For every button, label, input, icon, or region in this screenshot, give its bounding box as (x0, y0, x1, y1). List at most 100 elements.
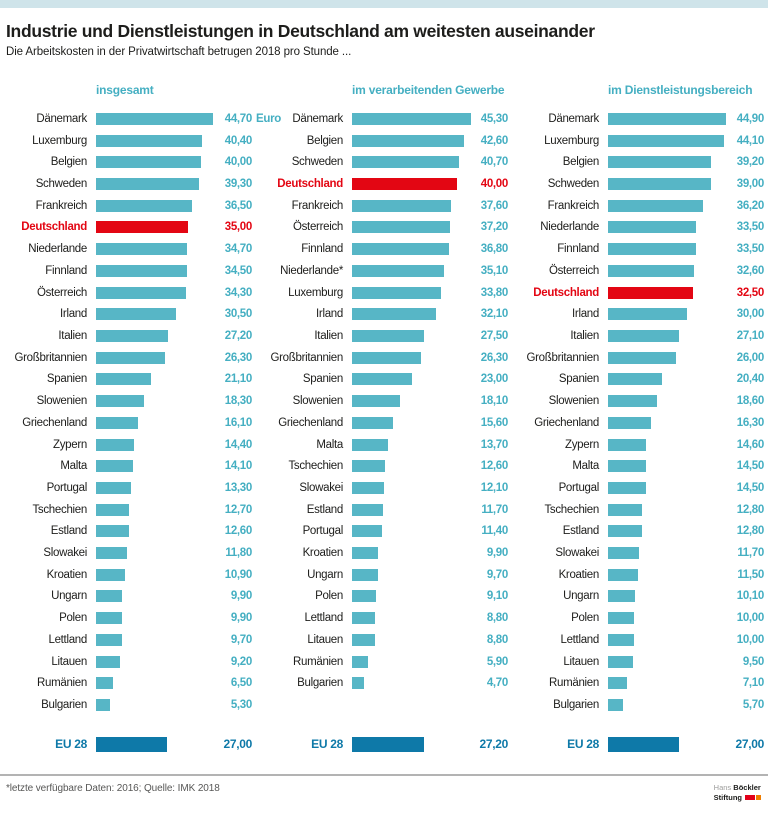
bar-track (608, 698, 730, 711)
bar-track (608, 286, 730, 299)
panel-rows: Dänemark 44,90 Luxemburg 44,10 Belgien 39,20 S… (512, 108, 768, 716)
value-bar (352, 264, 445, 277)
value-label: 9,90 (230, 612, 252, 625)
bar-track (96, 112, 218, 125)
country-label: Tschechien (544, 503, 599, 516)
hans-boeckler-stiftung-logo: Hans Böckler Stiftung (714, 783, 761, 803)
value-bar (608, 243, 696, 256)
panel: im Dienstleistungsbereich Dänemark 44,90 L… (512, 83, 768, 755)
value-label: 39,00 (736, 178, 765, 191)
bar-track (352, 286, 474, 299)
bar-row: Spanien 21,10 (0, 369, 256, 391)
value-label: 30,50 (224, 308, 253, 321)
value-label: 18,10 (480, 395, 509, 408)
value-bar (96, 351, 166, 364)
value-label: 14,50 (736, 460, 765, 473)
eu-label: EU 28 (55, 737, 87, 752)
country-label: Deutschland (533, 286, 599, 299)
bar-track (608, 351, 730, 364)
value-label: 39,30 (224, 178, 253, 191)
value-bar (96, 199, 192, 212)
bar-track (96, 221, 218, 234)
country-label: Malta (316, 438, 343, 451)
bar-track (608, 178, 730, 191)
country-label: Slowenien (36, 395, 88, 408)
value-label: 34,70 (224, 243, 253, 256)
country-label: Finnland (45, 264, 87, 277)
bar-row: Slowakei 11,80 (0, 542, 256, 564)
value-label: 27,10 (736, 330, 765, 342)
panel: im verarbeitenden Gewerbe Dänemark 45,30 B… (256, 83, 512, 755)
value-bar (96, 677, 114, 690)
country-label: Schweden (291, 156, 344, 169)
value-label: 12,80 (736, 503, 765, 516)
value-label: 21,10 (224, 373, 253, 386)
value-label: 27,00 (223, 737, 252, 752)
bar-track (96, 243, 218, 256)
value-bar (352, 112, 471, 125)
value-label: 9,90 (486, 547, 508, 560)
value-label: 42,60 (480, 134, 509, 147)
bar-track (96, 655, 218, 668)
bar-row: Belgien 40,00 (0, 152, 256, 174)
panel-eu-row: EU 28 27,00 (0, 733, 256, 755)
bar-track (352, 199, 474, 212)
value-label: 12,60 (224, 525, 253, 538)
value-label: 45,30 (480, 112, 509, 125)
country-label: Portugal (302, 525, 344, 538)
value-bar (608, 503, 642, 516)
country-label: Malta (60, 460, 87, 473)
country-label: Italien (570, 330, 599, 342)
bar-track (352, 416, 474, 429)
bar-track (608, 134, 730, 147)
bar-row: Zypern 14,40 (0, 434, 256, 456)
value-bar (608, 416, 651, 429)
value-label: 20,40 (736, 373, 765, 386)
value-label: 10,00 (736, 612, 765, 625)
value-bar (96, 286, 187, 299)
value-bar (608, 698, 623, 711)
value-bar (608, 112, 726, 125)
value-bar (352, 395, 400, 408)
footer: *letzte verfügbare Daten: 2016; Quelle: … (0, 776, 768, 803)
logo-boeckler: Böckler (733, 783, 761, 793)
bar-row: Luxemburg 44,10 (512, 130, 768, 152)
value-bar (352, 590, 376, 603)
panel-title: im verarbeitenden Gewerbe (352, 83, 505, 98)
country-label: Estland (306, 503, 344, 516)
country-label: Finnland (557, 243, 599, 256)
value-bar (352, 373, 413, 386)
chart-header: Industrie und Dienstleistungen in Deutsc… (0, 8, 768, 58)
bar-track (608, 395, 730, 408)
value-bar (96, 416, 139, 429)
bar-row: Großbritannien 26,00 (512, 347, 768, 369)
value-label: 40,00 (224, 156, 253, 169)
bar-track (352, 221, 474, 234)
bar-track (352, 395, 474, 408)
value-label: 14,50 (736, 481, 765, 494)
value-label: 11,40 (481, 525, 508, 538)
country-label: Schweden (35, 178, 88, 191)
panel-eu-row: EU 28 27,20 (256, 733, 512, 755)
value-label: 39,20 (736, 156, 765, 169)
value-bar (352, 416, 393, 429)
panel: insgesamt Dänemark 44,70 Euro Luxemburg 40,4… (0, 83, 281, 755)
bar-track (96, 460, 218, 473)
country-label: Lettland (304, 612, 343, 625)
value-bar (608, 547, 639, 560)
value-bar (352, 547, 378, 560)
panel-title: insgesamt (96, 83, 154, 98)
value-label: 32,50 (736, 286, 765, 299)
bar-track (352, 590, 474, 603)
value-bar (96, 568, 125, 581)
value-bar (96, 178, 200, 191)
value-label: 27,20 (479, 737, 508, 752)
bar-track (608, 199, 730, 212)
country-label: Tschechien (288, 460, 343, 473)
value-label: 10,00 (736, 633, 765, 646)
country-label: Litauen (307, 633, 343, 646)
value-label: 9,50 (742, 655, 764, 668)
value-bar (96, 612, 122, 625)
value-bar (96, 112, 214, 125)
bar-track (352, 460, 474, 473)
